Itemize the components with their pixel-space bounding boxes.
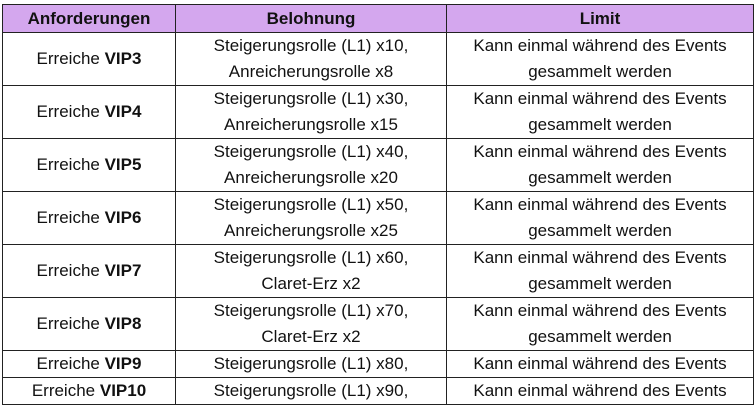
limit-line-1: Kann einmal während des Events xyxy=(473,142,727,161)
reward-cell: Steigerungsrolle (L1) x60, Claret-Erz x2 xyxy=(175,244,447,298)
requirement-cell: Erreiche VIP3 xyxy=(2,32,176,86)
limit-cell: Kann einmal während des Events gesammelt … xyxy=(446,244,754,298)
limit-line-2: gesammelt werden xyxy=(528,274,672,293)
header-requirements: Anforderungen xyxy=(2,4,176,33)
vip-level: VIP3 xyxy=(104,49,142,68)
limit-cell: Kann einmal während des Events xyxy=(446,350,754,378)
limit-line-1: Kann einmal während des Events xyxy=(473,301,727,320)
reward-line-1: Steigerungsrolle (L1) x10, xyxy=(213,36,409,55)
limit-line-1: Kann einmal während des Events xyxy=(473,36,727,55)
reward-line-2: Anreicherungsrolle x15 xyxy=(224,115,398,134)
requirement-cell: Erreiche VIP8 xyxy=(2,297,176,351)
reward-cell: Steigerungsrolle (L1) x10, Anreicherungsr… xyxy=(175,32,447,86)
table-row: Erreiche VIP10 Steigerungsrolle (L1) x90… xyxy=(2,377,754,405)
reward-cell: Steigerungsrolle (L1) x70, Claret-Erz x2 xyxy=(175,297,447,351)
vip-level: VIP8 xyxy=(104,314,142,333)
vip-level: VIP4 xyxy=(104,102,142,121)
limit-cell: Kann einmal während des Events gesammelt … xyxy=(446,85,754,139)
vip-level: VIP5 xyxy=(104,155,142,174)
reward-line-2: Anreicherungsrolle x8 xyxy=(228,62,394,81)
reward-line-1: Steigerungsrolle (L1) x60, xyxy=(213,248,409,267)
limit-line-2: gesammelt werden xyxy=(528,327,672,346)
limit-line-1: Kann einmal während des Events xyxy=(473,195,727,214)
table-row: Erreiche VIP4 Steigerungsrolle (L1) x30,… xyxy=(2,85,754,139)
header-limit: Limit xyxy=(446,4,754,33)
limit-line-1: Kann einmal während des Events xyxy=(473,381,727,400)
reward-line-2: Anreicherungsrolle x25 xyxy=(224,221,398,240)
vip-rewards-table: Anforderungen Belohnung Limit Erreiche V… xyxy=(2,4,754,405)
requirement-prefix: Erreiche xyxy=(36,354,100,373)
reward-line-1: Steigerungsrolle (L1) x50, xyxy=(213,195,409,214)
limit-line-1: Kann einmal während des Events xyxy=(473,248,727,267)
requirement-prefix: Erreiche xyxy=(36,102,100,121)
reward-line-1: Steigerungsrolle (L1) x70, xyxy=(213,301,409,320)
reward-cell: Steigerungsrolle (L1) x80, xyxy=(175,350,447,378)
table-row: Erreiche VIP6 Steigerungsrolle (L1) x50,… xyxy=(2,191,754,245)
table-row: Erreiche VIP3 Steigerungsrolle (L1) x10,… xyxy=(2,32,754,86)
limit-line-1: Kann einmal während des Events xyxy=(473,354,727,373)
table-row: Erreiche VIP8 Steigerungsrolle (L1) x70,… xyxy=(2,297,754,351)
requirement-prefix: Erreiche xyxy=(36,208,100,227)
limit-line-2: gesammelt werden xyxy=(528,115,672,134)
reward-line-2: Claret-Erz x2 xyxy=(261,274,361,293)
requirement-prefix: Erreiche xyxy=(36,261,100,280)
requirement-prefix: Erreiche xyxy=(36,155,100,174)
reward-line-2: Claret-Erz x2 xyxy=(261,327,361,346)
reward-line-1: Steigerungsrolle (L1) x80, xyxy=(213,354,409,373)
reward-line-1: Steigerungsrolle (L1) x40, xyxy=(213,142,409,161)
limit-line-1: Kann einmal während des Events xyxy=(473,89,727,108)
table-row: Erreiche VIP9 Steigerungsrolle (L1) x80,… xyxy=(2,350,754,378)
requirement-prefix: Erreiche xyxy=(31,381,96,400)
limit-cell: Kann einmal während des Events gesammelt … xyxy=(446,297,754,351)
reward-line-1: Steigerungsrolle (L1) x30, xyxy=(213,89,409,108)
requirement-cell: Erreiche VIP9 xyxy=(2,350,176,378)
requirement-cell: Erreiche VIP4 xyxy=(2,85,176,139)
requirement-prefix: Erreiche xyxy=(36,49,100,68)
requirement-cell: Erreiche VIP6 xyxy=(2,191,176,245)
reward-cell: Steigerungsrolle (L1) x50, Anreicherungsr… xyxy=(175,191,447,245)
limit-cell: Kann einmal während des Events gesammelt … xyxy=(446,32,754,86)
requirement-cell: Erreiche VIP5 xyxy=(2,138,176,192)
requirement-cell: Erreiche VIP10 xyxy=(2,377,176,405)
requirement-prefix: Erreiche xyxy=(36,314,100,333)
vip-level: VIP6 xyxy=(104,208,142,227)
vip-level: VIP7 xyxy=(104,261,142,280)
requirement-cell: Erreiche VIP7 xyxy=(2,244,176,298)
limit-cell: Kann einmal während des Events gesammelt … xyxy=(446,138,754,192)
limit-line-2: gesammelt werden xyxy=(528,62,672,81)
header-reward: Belohnung xyxy=(175,4,447,33)
reward-line-1: Steigerungsrolle (L1) x90, xyxy=(213,381,409,400)
limit-line-2: gesammelt werden xyxy=(528,168,672,187)
header-row: Anforderungen Belohnung Limit xyxy=(2,4,754,33)
limit-line-2: gesammelt werden xyxy=(528,221,672,240)
limit-cell: Kann einmal während des Events gesammelt … xyxy=(446,191,754,245)
reward-line-2: Anreicherungsrolle x20 xyxy=(224,168,398,187)
reward-cell: Steigerungsrolle (L1) x40, Anreicherungsr… xyxy=(175,138,447,192)
table-row: Erreiche VIP7 Steigerungsrolle (L1) x60,… xyxy=(2,244,754,298)
table-row: Erreiche VIP5 Steigerungsrolle (L1) x40,… xyxy=(2,138,754,192)
limit-cell: Kann einmal während des Events xyxy=(446,377,754,405)
reward-cell: Steigerungsrolle (L1) x30, Anreicherungsr… xyxy=(175,85,447,139)
vip-level: VIP9 xyxy=(104,354,142,373)
reward-cell: Steigerungsrolle (L1) x90, xyxy=(175,377,447,405)
vip-level: VIP10 xyxy=(99,381,147,400)
